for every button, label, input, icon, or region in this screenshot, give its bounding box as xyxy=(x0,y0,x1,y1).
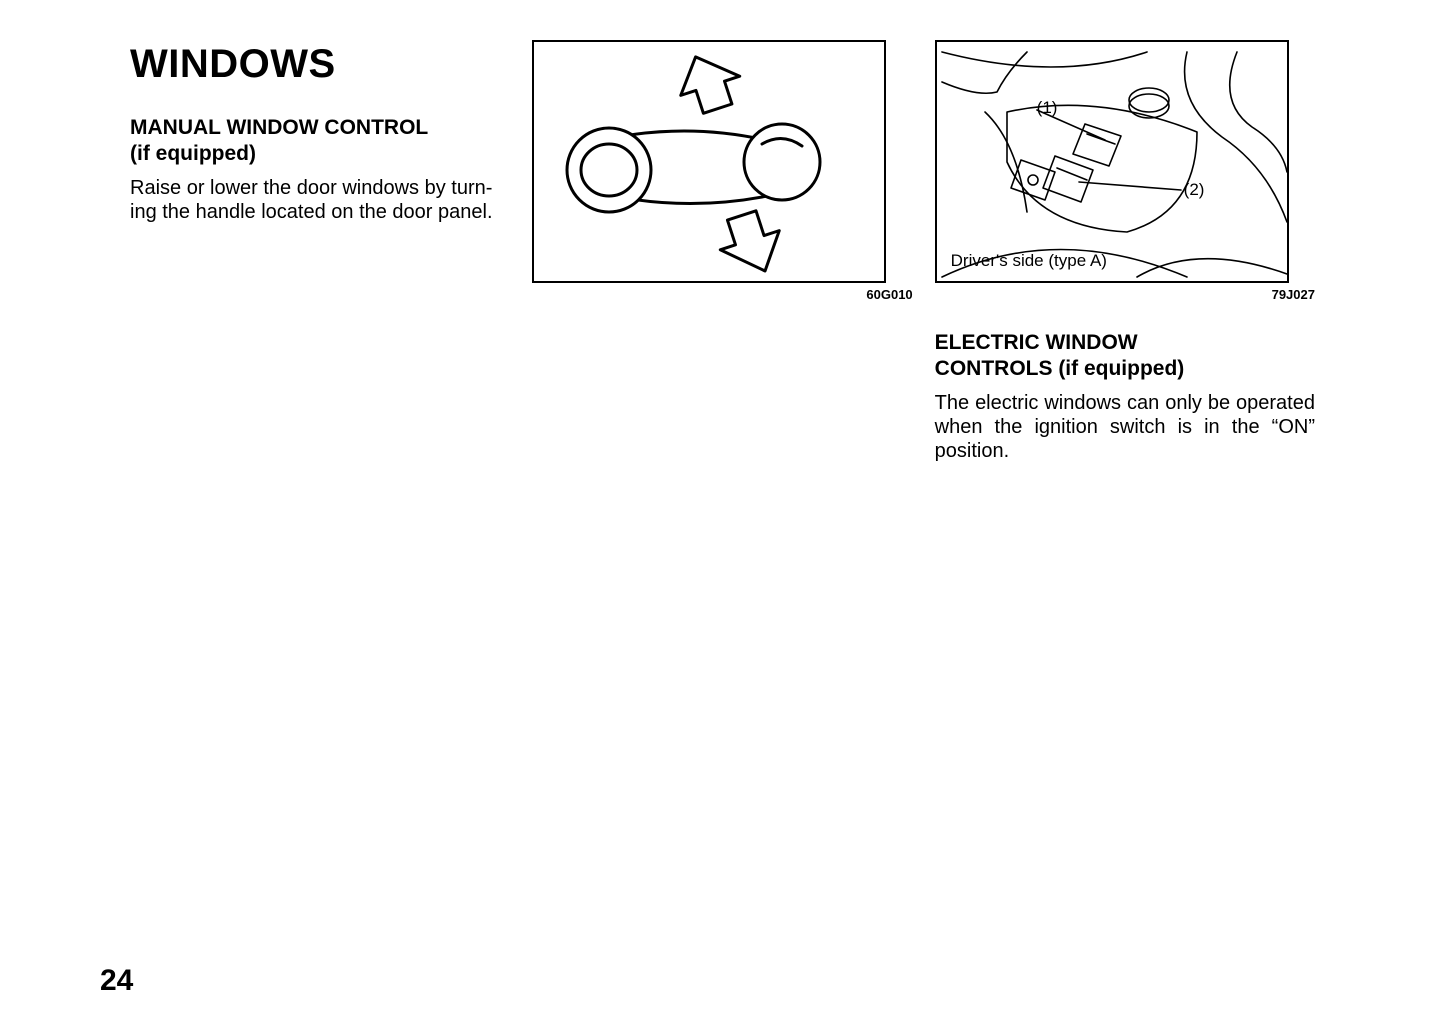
page-title: WINDOWS xyxy=(130,42,510,87)
manual-window-heading-suffix: (if equipped) xyxy=(130,142,256,165)
crank-handle-icon xyxy=(534,42,888,285)
figure-2-callout-1: (1) xyxy=(1037,98,1058,118)
figure-2-caption: Driver's side (type A) xyxy=(951,251,1107,271)
manual-page: WINDOWS MANUAL WINDOW CONTROL (if equipp… xyxy=(0,0,1445,1026)
manual-window-heading: MANUAL WINDOW CONTROL (if equipped) xyxy=(130,115,510,168)
manual-window-heading-main: MANUAL WINDOW CONTROL xyxy=(130,116,428,139)
electric-window-heading-line2-suffix: (if equipped) xyxy=(1052,357,1184,380)
electric-window-heading: ELECTRIC WINDOW CONTROLS (if equipped) xyxy=(935,330,1315,383)
figure-2-callout-2: (2) xyxy=(1184,180,1205,200)
figure-2-id: 79J027 xyxy=(935,287,1315,302)
column-3: (1) (2) Driver's side (type A) 79J027 EL… xyxy=(935,40,1315,464)
figure-1-box xyxy=(532,40,886,283)
column-2: 60G010 xyxy=(532,40,912,464)
column-container: WINDOWS MANUAL WINDOW CONTROL (if equipp… xyxy=(130,40,1315,464)
column-1: WINDOWS MANUAL WINDOW CONTROL (if equipp… xyxy=(130,40,510,464)
door-switch-panel-icon xyxy=(937,42,1291,285)
figure-2-box: (1) (2) Driver's side (type A) xyxy=(935,40,1289,283)
figure-1-id: 60G010 xyxy=(532,287,912,302)
manual-window-body: Raise or lower the door windows by turn­… xyxy=(130,176,510,225)
electric-window-heading-line1: ELECTRIC WINDOW xyxy=(935,331,1138,354)
electric-window-heading-line2-strong: CONTROLS xyxy=(935,357,1053,380)
electric-window-body: The electric windows can only be oper­at… xyxy=(935,391,1315,464)
page-number: 24 xyxy=(100,964,133,998)
